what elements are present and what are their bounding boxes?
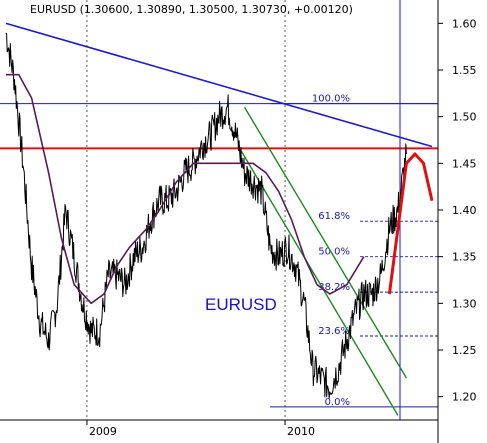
fibonacci-level-label: 100.0%: [312, 94, 350, 105]
y-tick-label: 1.25: [452, 344, 477, 357]
y-tick-label: 1.45: [452, 157, 477, 170]
eurusd-annotation: EURUSD: [205, 295, 277, 314]
price-series: [5, 32, 407, 399]
y-axis-ticks: 1.20 1.25 1.30 1.35 1.40 1.45 1.50 1.55 1.60: [438, 17, 477, 404]
chart-title: EURUSD (1.30600, 1.30890, 1.30500, 1.307…: [30, 3, 353, 16]
fibonacci-level-label: 38.2%: [318, 282, 350, 293]
fibonacci-level-label: 0.0%: [325, 397, 350, 408]
fibonacci-level-label: 50.0%: [318, 247, 350, 258]
series-layer: [5, 32, 434, 399]
x-axis-ticks: 2009 2010: [86, 420, 315, 438]
y-tick-label: 1.40: [452, 204, 477, 217]
fibonacci-level-label: 23.6%: [318, 326, 350, 337]
forecast-curve: [387, 152, 434, 295]
channel-line: [243, 106, 408, 379]
y-tick-label: 1.60: [452, 17, 477, 30]
grid-layer: [86, 0, 286, 420]
moving-average-series: [6, 73, 365, 305]
y-tick-label: 1.30: [452, 297, 477, 310]
y-tick-label: 1.35: [452, 251, 477, 264]
descending-trendline: [5, 22, 433, 148]
y-tick-label: 1.50: [452, 111, 477, 124]
y-tick-label: 1.20: [452, 391, 477, 404]
y-tick-label: 1.55: [452, 64, 477, 77]
fibonacci-level-label: 61.8%: [318, 211, 350, 222]
channel-line: [239, 148, 399, 416]
x-tick-label: 2010: [287, 425, 315, 438]
x-tick-label: 2009: [89, 425, 117, 438]
